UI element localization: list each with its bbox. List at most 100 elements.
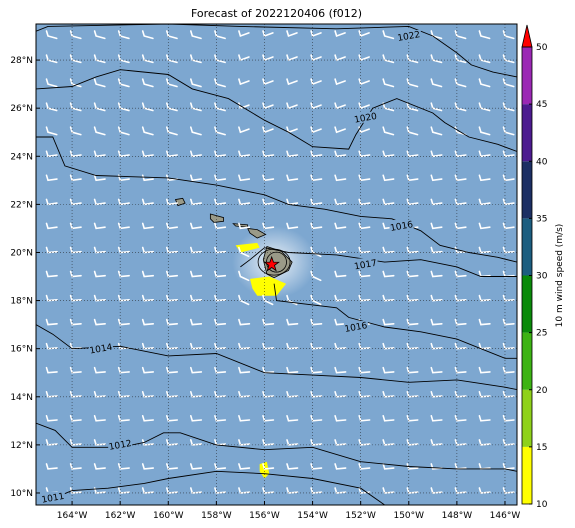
isobar-line [43, 470, 385, 505]
wind-barb [45, 78, 58, 88]
isobar-label-bg [396, 30, 421, 42]
isobar-label: 1016 [344, 321, 369, 335]
isobar-line [36, 69, 517, 152]
wind-barb [93, 463, 106, 470]
wind-barb [45, 174, 58, 182]
colorbar-bin [522, 275, 532, 333]
x-tick-label: 162°W [105, 511, 136, 521]
colorbar-bin [522, 47, 532, 105]
y-tick-label: 18°N [10, 297, 33, 307]
wind-barb [190, 270, 203, 278]
wind-barb [286, 366, 299, 374]
wind-barb [478, 174, 491, 182]
y-tick-label: 22°N [10, 200, 33, 210]
isobar-label-bg [389, 220, 414, 232]
colorbar-tick-label: 45 [536, 100, 547, 110]
wind-barb [382, 318, 395, 326]
wind-barb [286, 463, 299, 470]
wind-barb [45, 463, 58, 470]
wind-barb [190, 174, 202, 182]
wind-barb [478, 222, 491, 230]
isobar-label: 1012 [108, 439, 132, 453]
colorbar-tick-label: 25 [536, 329, 547, 339]
wind-barb [382, 415, 395, 422]
isobar-label-bg [88, 342, 113, 354]
wind-barb [286, 318, 299, 326]
x-tick-label: 156°W [249, 511, 280, 521]
wind-speed-patch [235, 242, 260, 253]
location-star-marker [263, 255, 280, 272]
wind-speed-patch [250, 276, 287, 296]
colorbar-bin [522, 104, 532, 162]
wind-barb [382, 30, 395, 40]
wind-barb [334, 174, 347, 182]
wind-barb [334, 126, 346, 134]
wind-barb [93, 78, 106, 88]
wind-barb [238, 270, 250, 282]
y-tick-label: 10°N [10, 489, 33, 499]
y-tick-label: 16°N [10, 345, 33, 355]
colorbar-bin [522, 389, 532, 447]
colorbar-bin [522, 218, 532, 276]
wind-barb [141, 270, 154, 278]
wind-barb [430, 366, 443, 374]
colorbar-tick-label: 40 [536, 157, 548, 167]
island-oahu [209, 213, 224, 223]
wind-barb [382, 78, 395, 88]
wind-barb [334, 222, 347, 230]
wind-barb [382, 463, 395, 470]
wind-barb [430, 415, 443, 422]
wind-barb [478, 318, 491, 326]
wind-barb [334, 270, 347, 278]
x-tick-label: 154°W [297, 511, 328, 521]
wind-barb [478, 415, 491, 422]
wind-barb [238, 126, 250, 134]
wind-barb [430, 318, 443, 326]
wind-barb [430, 126, 443, 136]
colorbar-tick-label: 30 [536, 272, 548, 282]
colorbar-tick-label: 15 [536, 443, 547, 453]
y-tick-label: 12°N [10, 441, 33, 451]
x-tick-label: 146°W [490, 511, 521, 521]
wind-barb [190, 78, 202, 88]
isobar-label-bg [353, 258, 378, 270]
wind-barb [382, 174, 395, 182]
wind-barb [190, 463, 203, 470]
isobar-label: 1017 [354, 259, 378, 273]
isobar-label-bg [108, 438, 133, 450]
colorbar-tick-label: 35 [536, 214, 547, 224]
wind-barb [286, 30, 298, 38]
wind-barb [478, 126, 491, 136]
y-tick-label: 28°N [10, 56, 33, 66]
wind-barb [93, 222, 106, 230]
wind-barb [430, 222, 443, 230]
colorbar-extend-arrow [521, 24, 533, 48]
isobar-label: 1011 [41, 492, 65, 506]
x-tick-label: 158°W [201, 511, 232, 521]
wind-barb [238, 174, 251, 182]
colorbar-tick-label: 20 [536, 386, 548, 396]
wind-barb [45, 126, 58, 136]
wind-barb [93, 366, 106, 374]
map-frame [35, 23, 518, 506]
wind-barb [382, 366, 395, 374]
wind-barb [141, 415, 154, 422]
colorbar: 10 15 20 25 30 35 40 45 50 10 m wind speed (m/s) [521, 24, 565, 510]
wind-barb [238, 366, 251, 374]
wind-barb [286, 415, 299, 422]
wind-barb [190, 415, 203, 422]
colorbar-bin [522, 161, 532, 219]
wind-barb [45, 318, 58, 326]
isobar-line [36, 24, 517, 78]
isobar-label: 1016 [390, 220, 415, 234]
isobar-label-bg [353, 111, 378, 123]
colorbar-label: 10 m wind speed (m/s) [555, 224, 565, 328]
wind-barb [478, 78, 491, 88]
wind-barb [334, 78, 346, 86]
wind-barb [334, 463, 347, 470]
x-tick-label: 160°W [153, 511, 184, 521]
isobar-line [36, 136, 517, 263]
wind-barb [93, 30, 106, 40]
wind-barb [141, 463, 154, 470]
